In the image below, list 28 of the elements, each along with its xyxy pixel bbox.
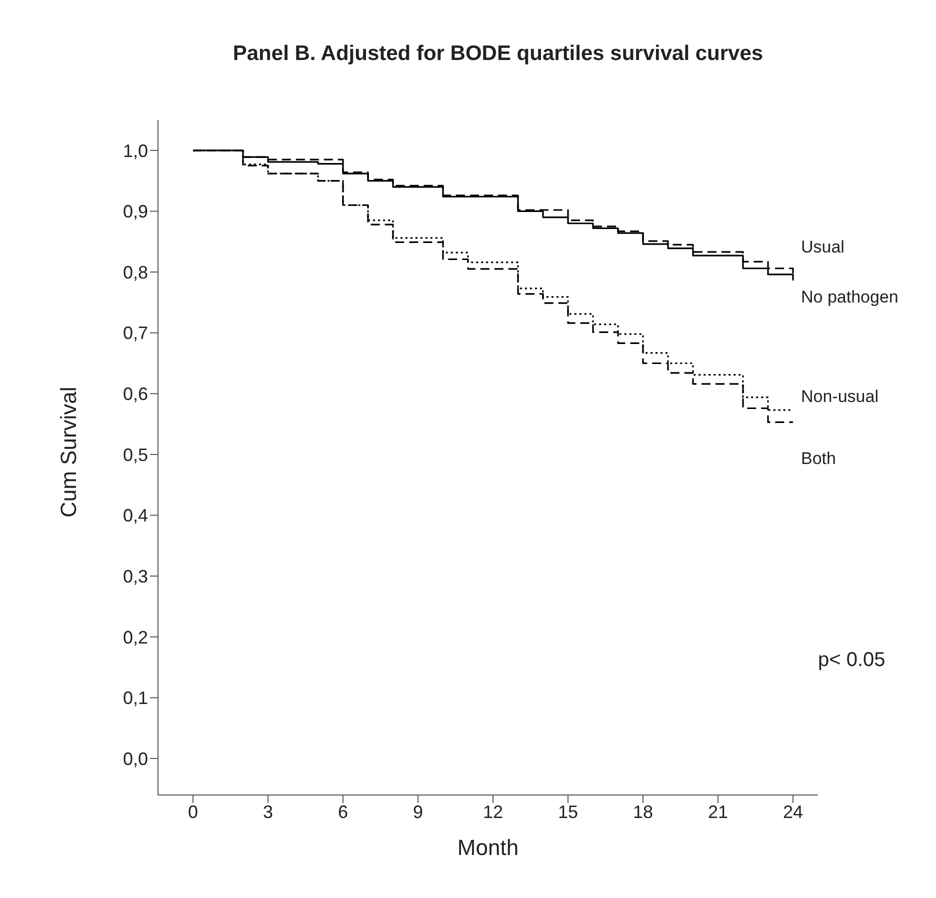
x-tick-label: 0 xyxy=(188,802,198,822)
y-tick-label: 0,3 xyxy=(122,566,148,586)
series-label: No pathogen xyxy=(801,288,898,307)
y-tick-label: 0,8 xyxy=(122,262,148,282)
series-label: Both xyxy=(801,449,836,468)
series-label: Usual xyxy=(801,237,844,256)
y-tick-label: 0,1 xyxy=(122,688,148,708)
x-tick-label: 21 xyxy=(708,802,728,822)
y-tick-label: 0,9 xyxy=(122,202,148,222)
y-tick-label: 0,6 xyxy=(122,384,148,404)
x-tick-label: 24 xyxy=(782,802,804,822)
y-tick-label: 1,0 xyxy=(122,140,148,161)
y-axis-title: Cum Survival xyxy=(56,386,81,518)
annotation: p< 0.05 xyxy=(818,649,886,671)
chart-title: Panel B. Adjusted for BODE quartiles survival curves xyxy=(232,42,764,65)
y-tick-label: 0,4 xyxy=(122,506,148,526)
y-tick-label: 0,0 xyxy=(122,748,148,769)
x-tick-label: 18 xyxy=(632,802,654,822)
y-tick-label: 0,7 xyxy=(122,323,148,344)
y-tick-label: 0,2 xyxy=(122,627,148,648)
y-tick-label: 0,5 xyxy=(122,444,148,465)
x-tick-label: 15 xyxy=(558,802,578,822)
x-axis-title: Month xyxy=(457,835,519,860)
series-label: Non-usual xyxy=(801,387,878,406)
x-tick-label: 12 xyxy=(482,802,504,822)
x-tick-label: 9 xyxy=(412,802,424,822)
x-tick-label: 6 xyxy=(338,802,348,822)
x-tick-label: 3 xyxy=(262,802,274,822)
